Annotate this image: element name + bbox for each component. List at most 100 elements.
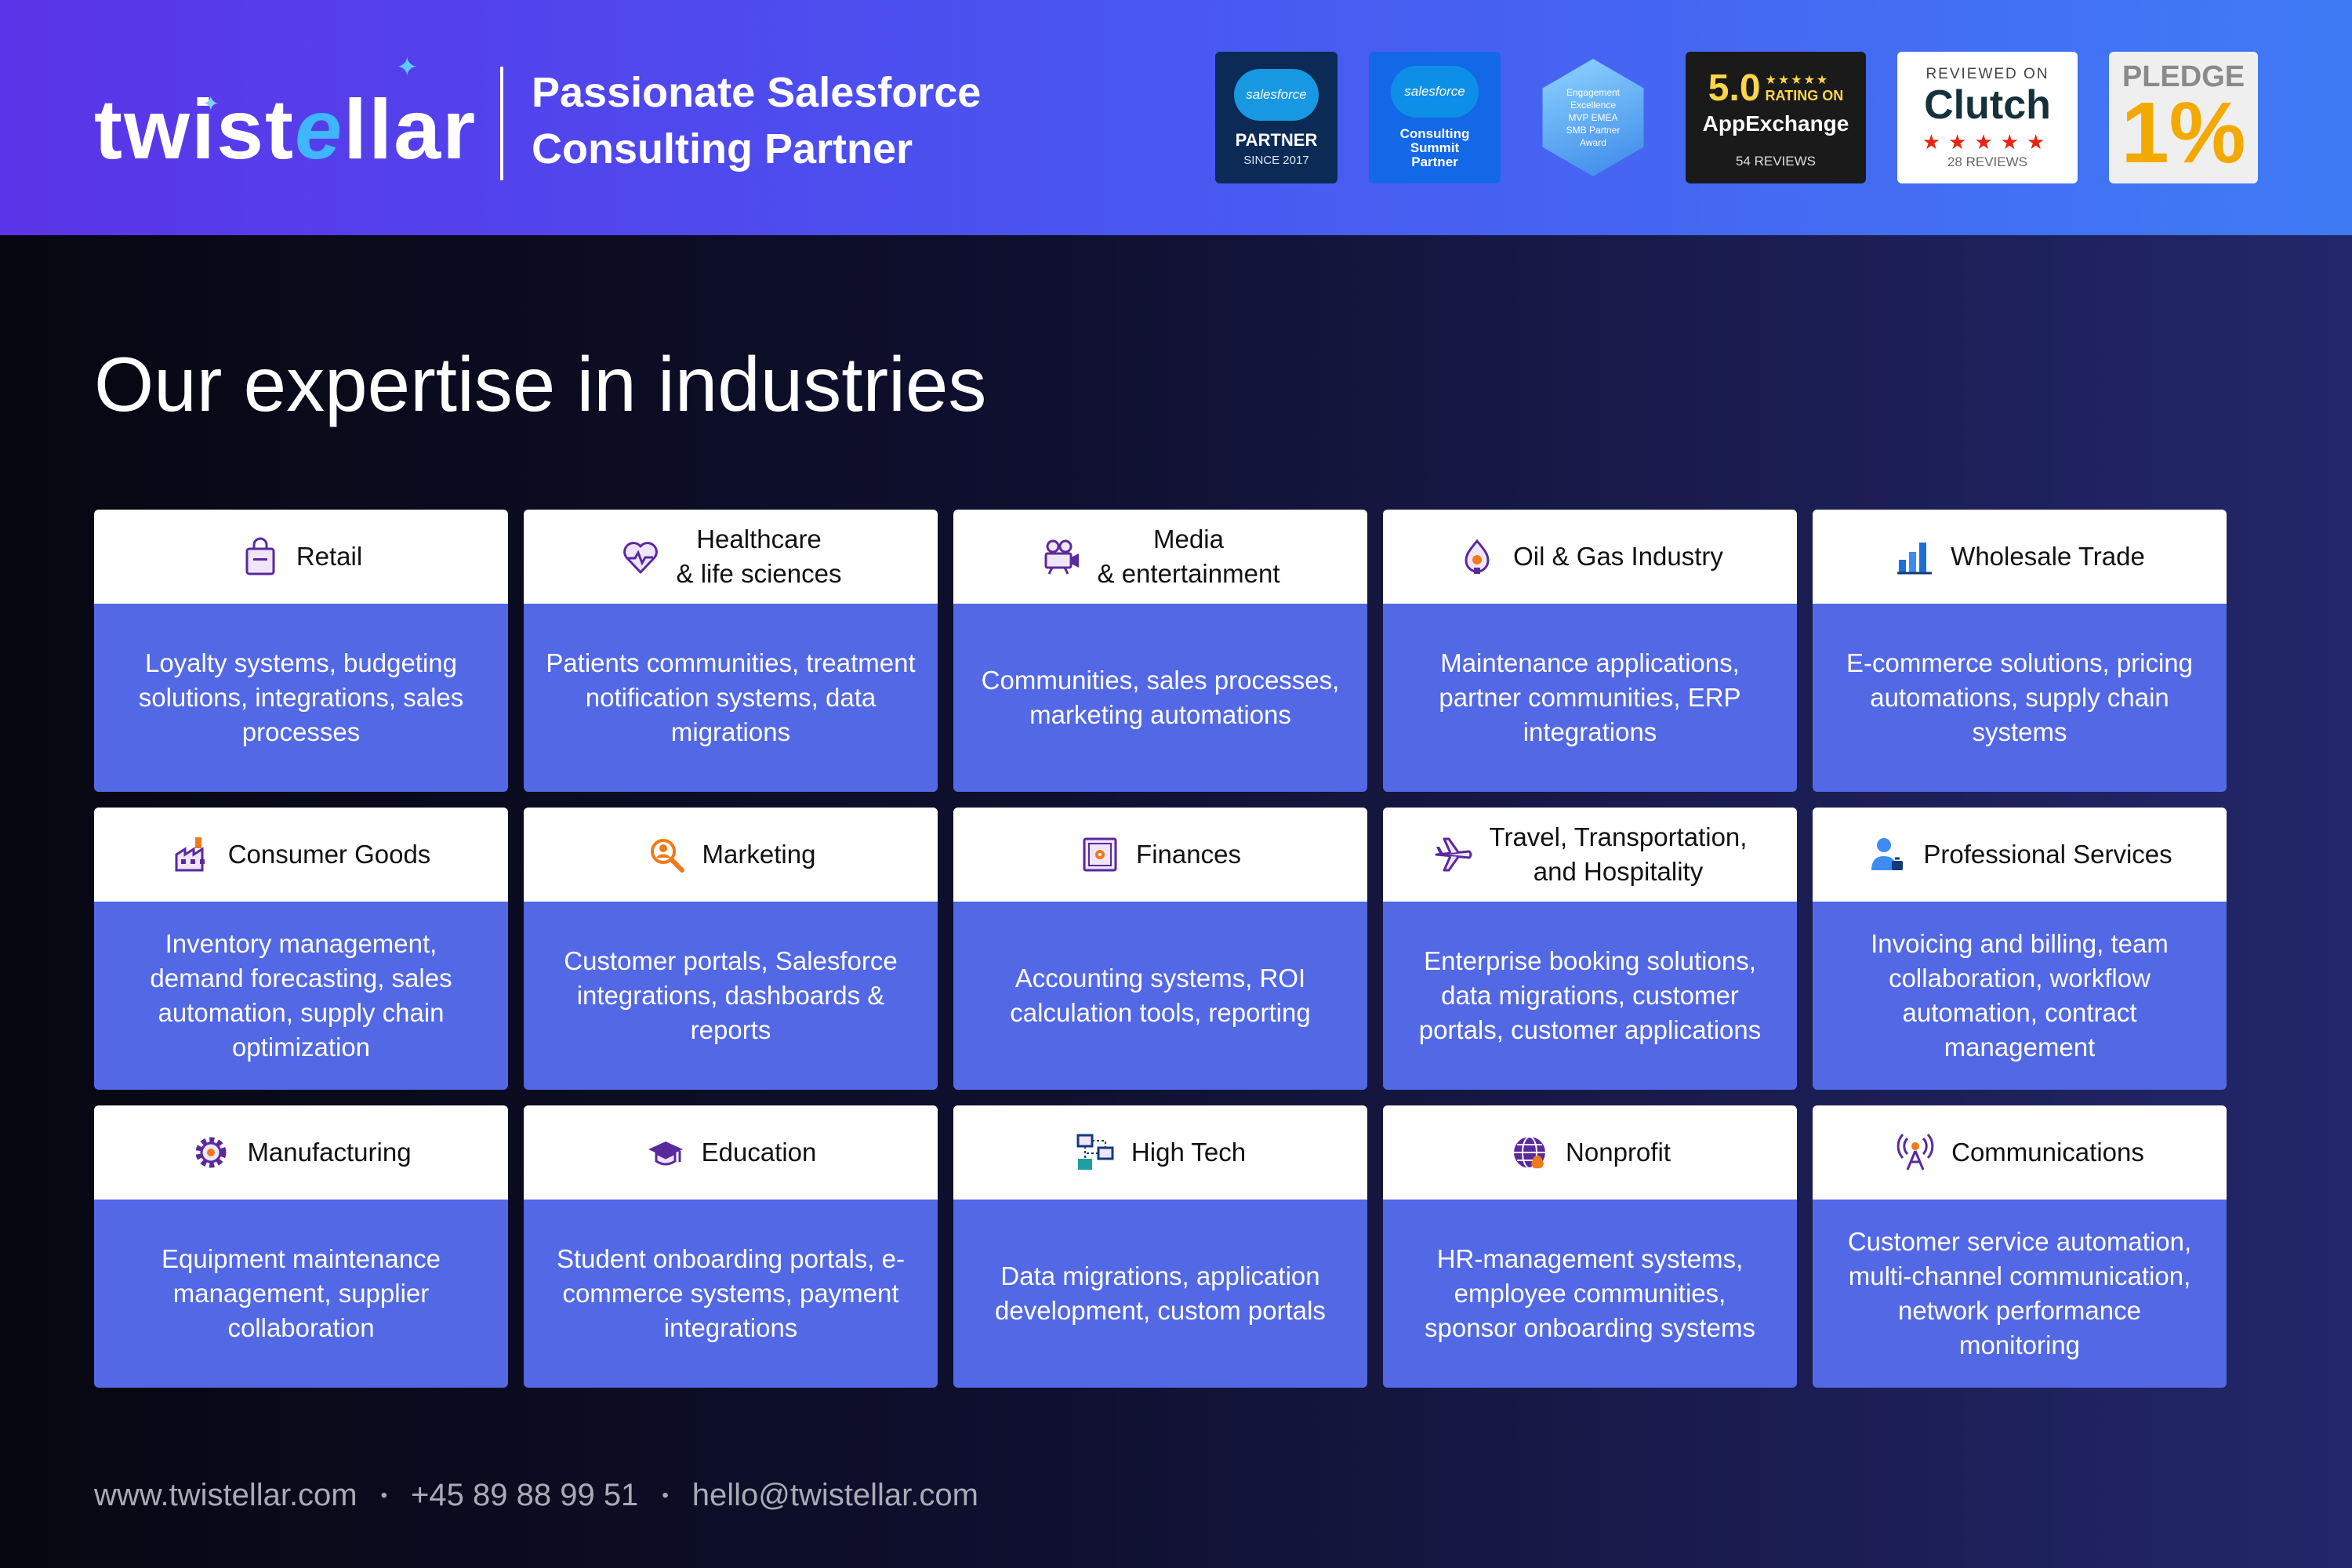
industry-card-title: Education xyxy=(701,1138,817,1167)
industry-card-header: Finances xyxy=(953,808,1367,902)
industry-card-description: Accounting systems, ROI calculation tool… xyxy=(1010,964,1311,1027)
antenna-icon xyxy=(1895,1132,1936,1173)
industry-card-title: Oil & Gas Industry xyxy=(1513,542,1723,571)
salesforce-partner-badge: salesforce PARTNER SINCE 2017 xyxy=(1215,52,1338,183)
page-title: Our expertise in industries xyxy=(94,341,987,427)
industry-card[interactable]: Nonprofit HR-management systems, employee… xyxy=(1383,1105,1797,1388)
industry-card[interactable]: Consumer Goods Inventory management, dema… xyxy=(94,808,508,1090)
industry-card-description: Maintenance applications, partner commun… xyxy=(1439,648,1741,746)
film-camera-icon xyxy=(1041,536,1082,577)
industry-card-description: Data migrations, application development… xyxy=(995,1261,1326,1325)
industry-card-title: Travel, Transportation, and Hospitality xyxy=(1489,822,1748,886)
industry-card-description: E-commerce solutions, pricing automation… xyxy=(1846,648,2193,746)
twistellar-logo[interactable]: twistellar xyxy=(94,78,477,180)
rating-on-label: RATING ON xyxy=(1765,87,1844,103)
shopping-bag-icon xyxy=(240,536,281,577)
badge-main-text: PARTNER xyxy=(1235,129,1318,150)
award-line: Award xyxy=(1580,137,1606,148)
industry-card-description: Customer portals, Salesforce integration… xyxy=(564,946,898,1044)
star-rating-icon: ★★★★★ xyxy=(1765,73,1830,87)
industry-card-title: Retail xyxy=(296,542,363,571)
award-line: Engagement xyxy=(1566,87,1621,98)
pledge-value: 1% xyxy=(2121,85,2246,181)
industry-card[interactable]: Finances Accounting systems, ROI calculat… xyxy=(953,808,1367,1090)
award-line: SMB Partner xyxy=(1566,125,1621,136)
industry-card-header: Manufacturing xyxy=(94,1105,508,1200)
industry-card[interactable]: Marketing Customer portals, Salesforce in… xyxy=(524,808,938,1090)
industry-card[interactable]: Media & entertainment Communities, sales … xyxy=(953,510,1367,792)
badge-line: Partner xyxy=(1411,154,1458,169)
industry-card-header: Consumer Goods xyxy=(94,808,508,902)
appexchange-rating-badge: 5.0 ★★★★★ RATING ON AppExchange 54 REVIE… xyxy=(1686,52,1866,183)
industry-card-title: Nonprofit xyxy=(1566,1138,1671,1167)
heart-pulse-icon xyxy=(620,536,661,577)
badge-sub-text: SINCE 2017 xyxy=(1243,153,1309,167)
bar-chart-icon xyxy=(1894,536,1935,577)
header-divider xyxy=(500,67,503,180)
review-count: 28 REVIEWS xyxy=(1947,154,2028,169)
industry-card-title: Manufacturing xyxy=(247,1138,412,1167)
industry-card-header: High Tech xyxy=(953,1105,1367,1200)
email-link[interactable]: hello@twistellar.com xyxy=(691,1478,978,1512)
network-icon xyxy=(1075,1132,1116,1173)
oil-drop-icon xyxy=(1457,536,1497,577)
star-rating-icon: ★★★★★ xyxy=(1922,129,2053,154)
phone-link[interactable]: +45 89 88 99 51 xyxy=(411,1478,639,1512)
industry-card[interactable]: Wholesale Trade E-commerce solutions, pri… xyxy=(1813,510,2227,792)
graduation-cap-icon xyxy=(645,1132,686,1173)
award-line: MVP EMEA xyxy=(1568,112,1618,123)
review-count: 54 REVIEWS xyxy=(1735,153,1817,169)
badge-line: Consulting xyxy=(1399,126,1470,141)
industry-card-title: High Tech xyxy=(1131,1138,1247,1167)
logo-text-e: e xyxy=(295,82,344,176)
industry-card-header: Communications xyxy=(1813,1105,2227,1200)
mvp-award-badge: Engagement Excellence MVP EMEA SMB Partn… xyxy=(1530,52,1656,183)
salesforce-summit-badge: salesforce Consulting Summit Partner xyxy=(1369,52,1501,183)
industry-card-title: Consumer Goods xyxy=(227,840,431,869)
salesforce-cloud-icon: salesforce xyxy=(1234,68,1319,121)
industry-card-description: Student onboarding portals, e-commerce s… xyxy=(557,1244,905,1342)
reviewed-on-label: REVIEWED ON xyxy=(1926,65,2049,82)
separator-dot: • xyxy=(662,1484,669,1506)
industry-card-title: Media & entertainment xyxy=(1097,524,1280,588)
industry-card[interactable]: Healthcare & life sciences Patients commu… xyxy=(524,510,938,792)
footer-contacts: www.twistellar.com • +45 89 88 99 51 • h… xyxy=(94,1478,978,1513)
industry-card[interactable]: Travel, Transportation, and Hospitality E… xyxy=(1383,808,1797,1090)
magnifier-icon xyxy=(646,834,687,875)
industry-card[interactable]: Professional Services Invoicing and billi… xyxy=(1813,808,2227,1090)
industry-card[interactable]: Manufacturing Equipment maintenance manag… xyxy=(94,1105,508,1388)
award-line: Excellence xyxy=(1570,100,1617,111)
pledge-1-percent-badge: PLEDGE 1% xyxy=(2109,52,2258,183)
salesforce-cloud-icon: salesforce xyxy=(1391,66,1479,118)
industry-card-header: Media & entertainment xyxy=(953,510,1367,604)
industry-card[interactable]: Retail Loyalty systems, budgeting solutio… xyxy=(94,510,508,792)
safe-icon xyxy=(1080,834,1120,875)
industry-card[interactable]: Communications Customer service automatio… xyxy=(1813,1105,2227,1388)
factory-icon xyxy=(172,834,212,875)
pledge-word: PLEDGE xyxy=(2122,60,2245,93)
website-link[interactable]: www.twistellar.com xyxy=(94,1478,358,1512)
industry-card-description: Communities, sales processes, marketing … xyxy=(981,666,1340,729)
industry-card[interactable]: Oil & Gas Industry Maintenance applicatio… xyxy=(1383,510,1797,792)
industry-card-title: Professional Services xyxy=(1923,840,2172,869)
industry-card-description: Loyalty systems, budgeting solutions, in… xyxy=(138,648,464,746)
industry-card-description: Customer service automation, multi-chann… xyxy=(1847,1227,2192,1359)
industry-card-title: Finances xyxy=(1136,840,1241,869)
industry-card-header: Wholesale Trade xyxy=(1813,510,2227,604)
tagline-line-1: Passionate Salesforce xyxy=(532,69,982,116)
industry-card-header: Travel, Transportation, and Hospitality xyxy=(1383,808,1797,902)
industry-card-header: Marketing xyxy=(524,808,938,902)
industry-card-description: Invoicing and billing, team collaboratio… xyxy=(1871,929,2169,1062)
industry-card[interactable]: High Tech Data migrations, application de… xyxy=(953,1105,1367,1388)
industry-card[interactable]: Education Student onboarding portals, e-c… xyxy=(524,1105,938,1388)
gear-icon xyxy=(191,1132,231,1173)
industry-card-header: Healthcare & life sciences xyxy=(524,510,938,604)
industry-card-title: Wholesale Trade xyxy=(1951,542,2145,571)
industry-card-header: Professional Services xyxy=(1813,808,2227,902)
industry-card-description: HR-management systems, employee communit… xyxy=(1425,1244,1755,1342)
sparkle-icon: ✦ xyxy=(396,52,419,83)
industry-card-description: Inventory management, demand forecasting… xyxy=(150,929,452,1062)
tagline-line-2: Consulting Partner xyxy=(532,125,913,172)
separator-dot: • xyxy=(380,1484,388,1506)
industry-card-title: Healthcare & life sciences xyxy=(676,524,842,588)
